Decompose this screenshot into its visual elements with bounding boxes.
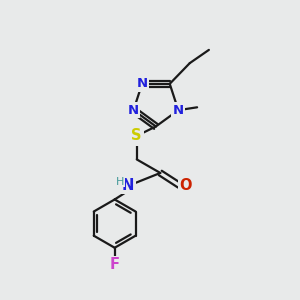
- Text: F: F: [110, 257, 120, 272]
- Text: N: N: [136, 77, 148, 90]
- Text: N: N: [128, 104, 139, 117]
- Text: H: H: [116, 177, 124, 187]
- Text: O: O: [180, 178, 192, 193]
- Text: N: N: [122, 178, 134, 193]
- Text: S: S: [131, 128, 142, 143]
- Text: N: N: [173, 104, 184, 117]
